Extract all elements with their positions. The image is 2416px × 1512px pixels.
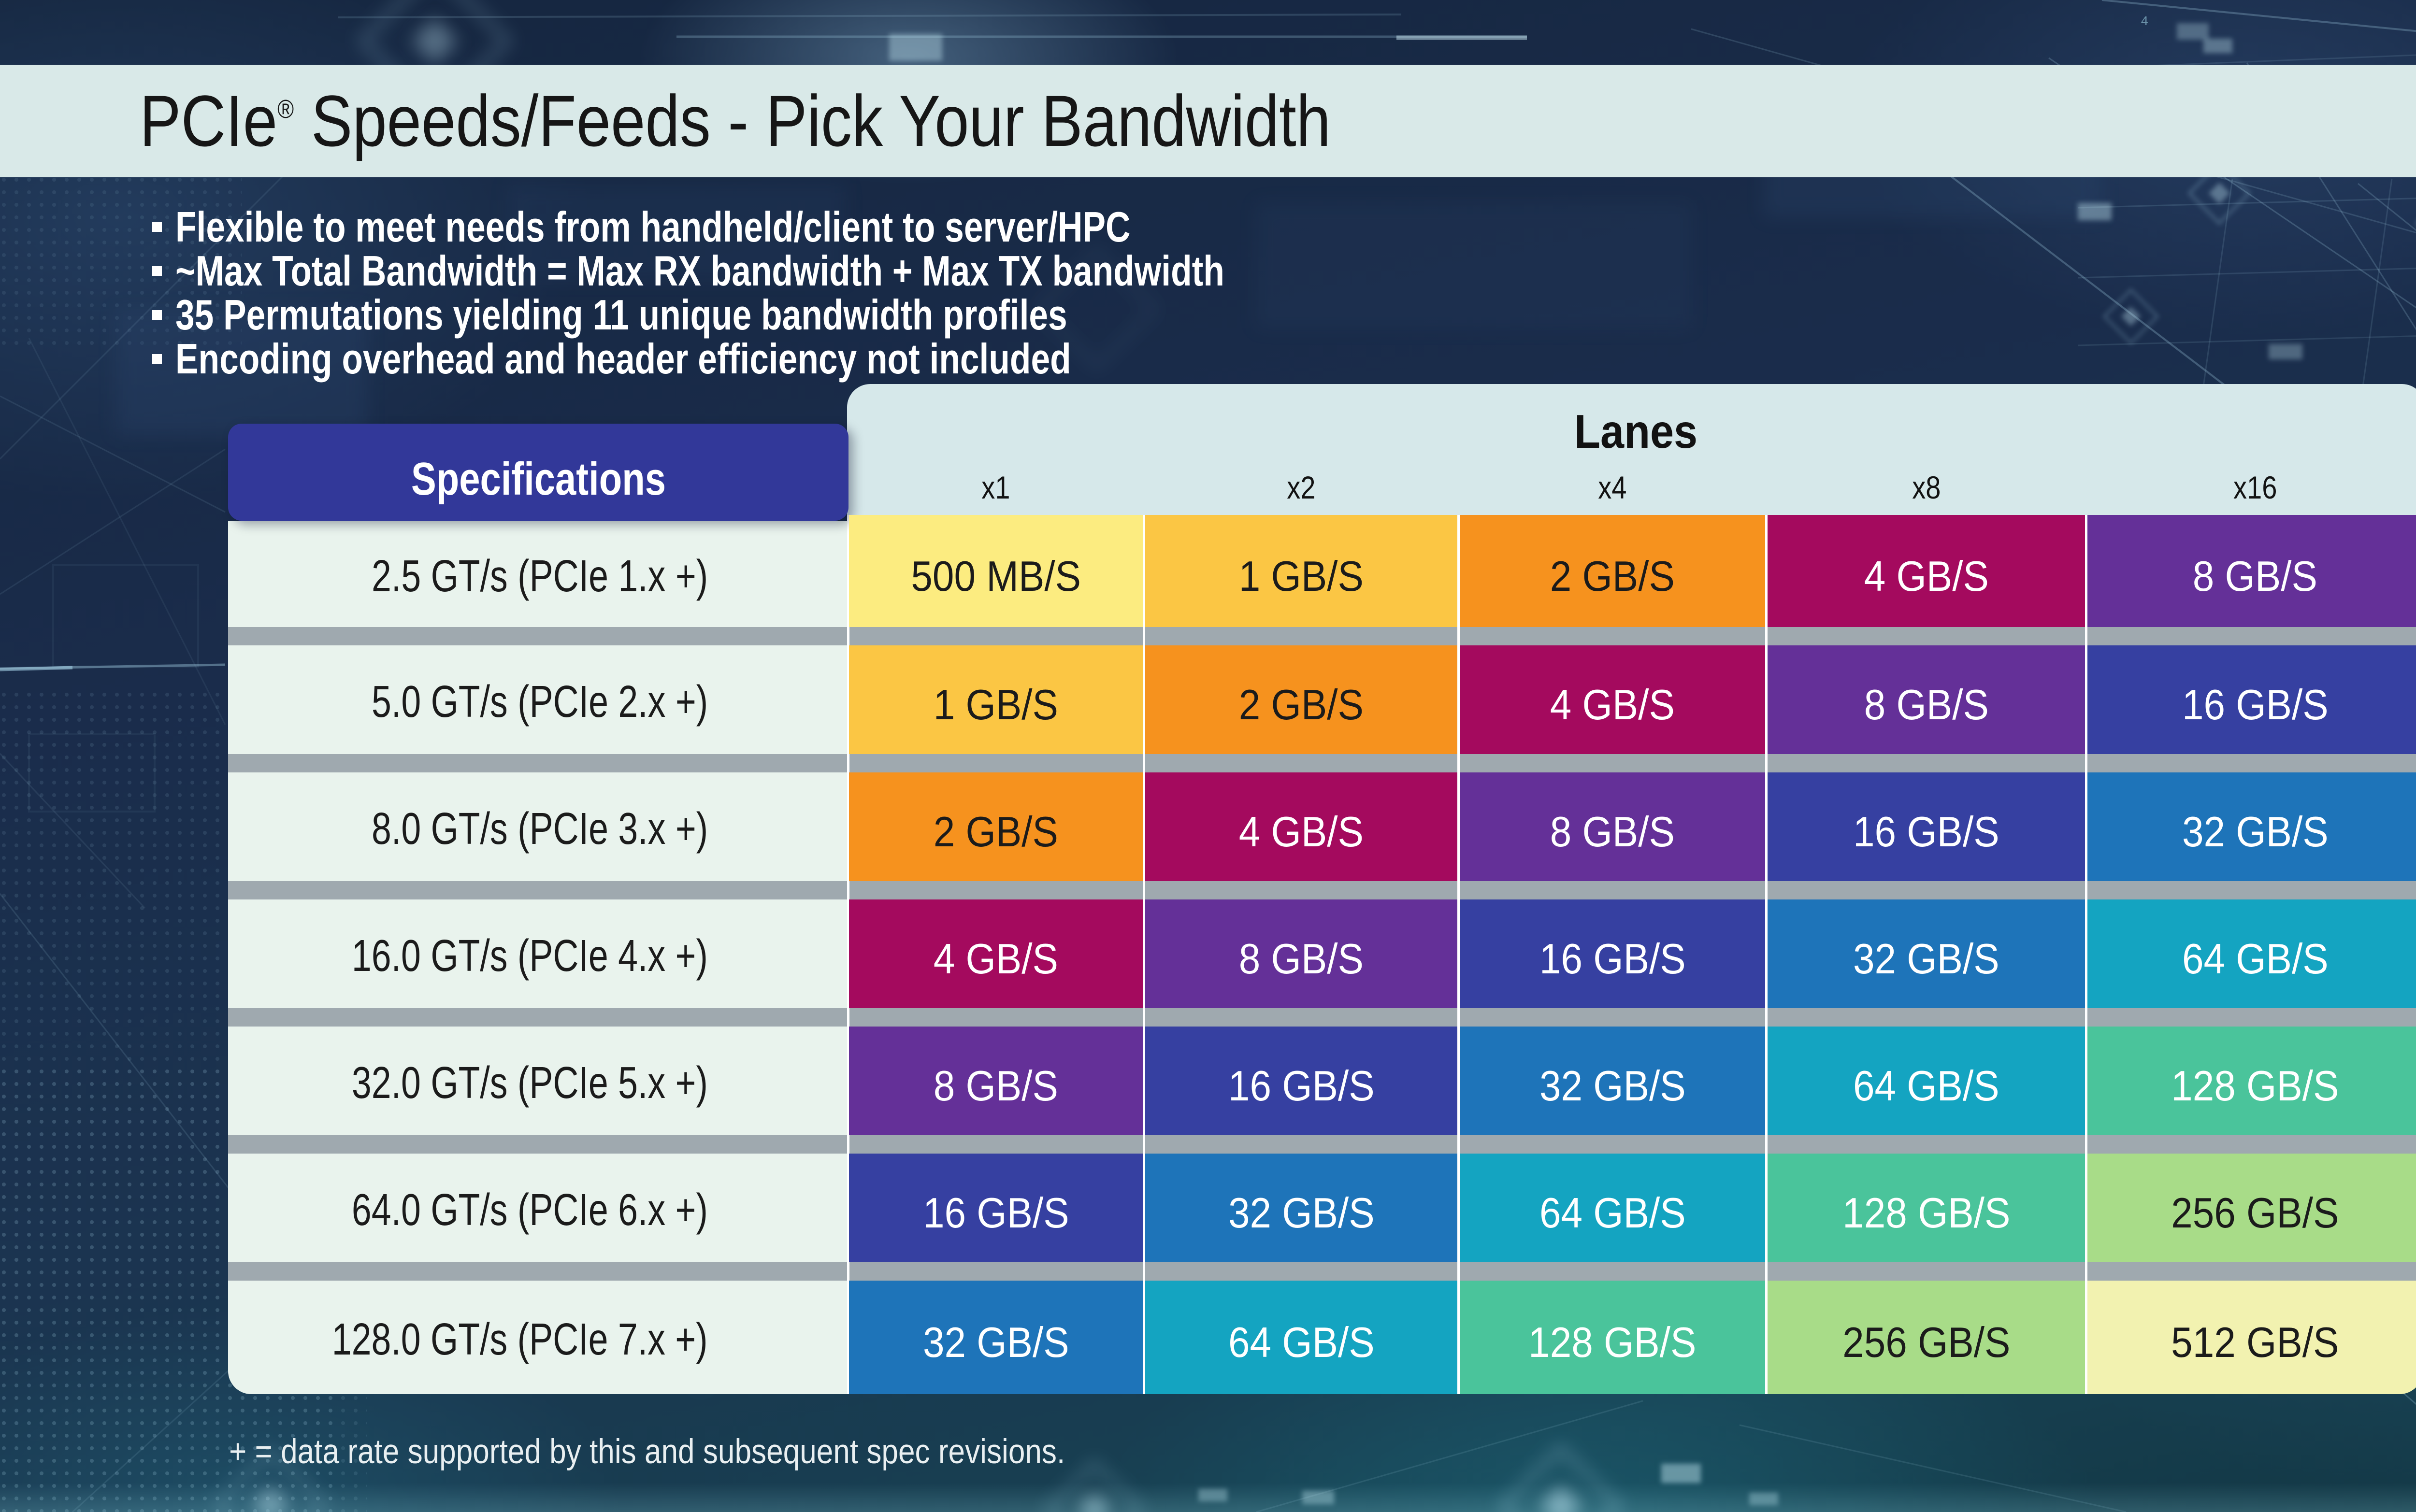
svg-text:4: 4 — [2141, 15, 2148, 29]
